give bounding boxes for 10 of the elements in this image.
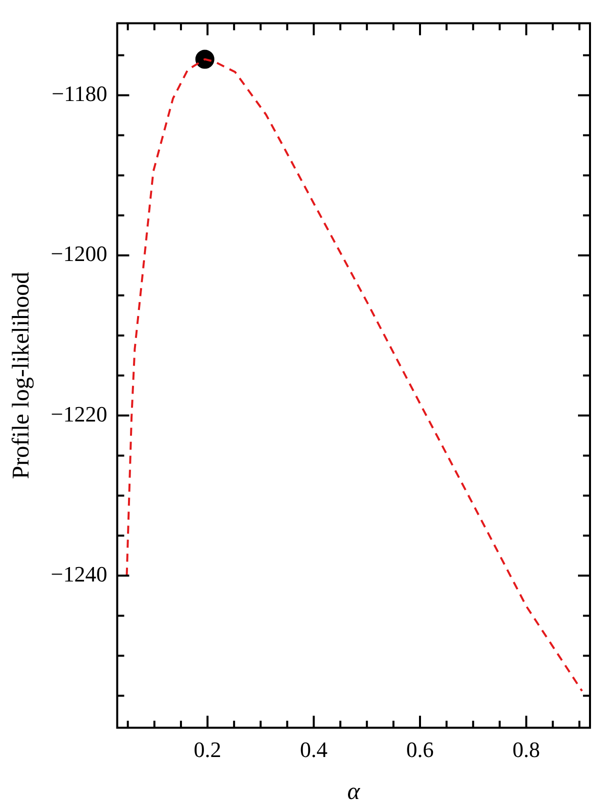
y-tick-label: −1180 <box>52 81 108 106</box>
x-tick-label: 0.2 <box>194 736 222 762</box>
y-tick-label: −1240 <box>50 561 108 586</box>
y-tick-label: −1220 <box>50 401 108 426</box>
x-tick-label: 0.4 <box>300 736 328 762</box>
x-tick-label: 0.8 <box>512 736 540 762</box>
y-tick-label: −1200 <box>50 241 108 266</box>
x-axis-title: α <box>347 778 360 805</box>
x-tick-label: 0.6 <box>406 736 434 762</box>
y-axis-title: Profile log-likelihood <box>8 272 35 480</box>
